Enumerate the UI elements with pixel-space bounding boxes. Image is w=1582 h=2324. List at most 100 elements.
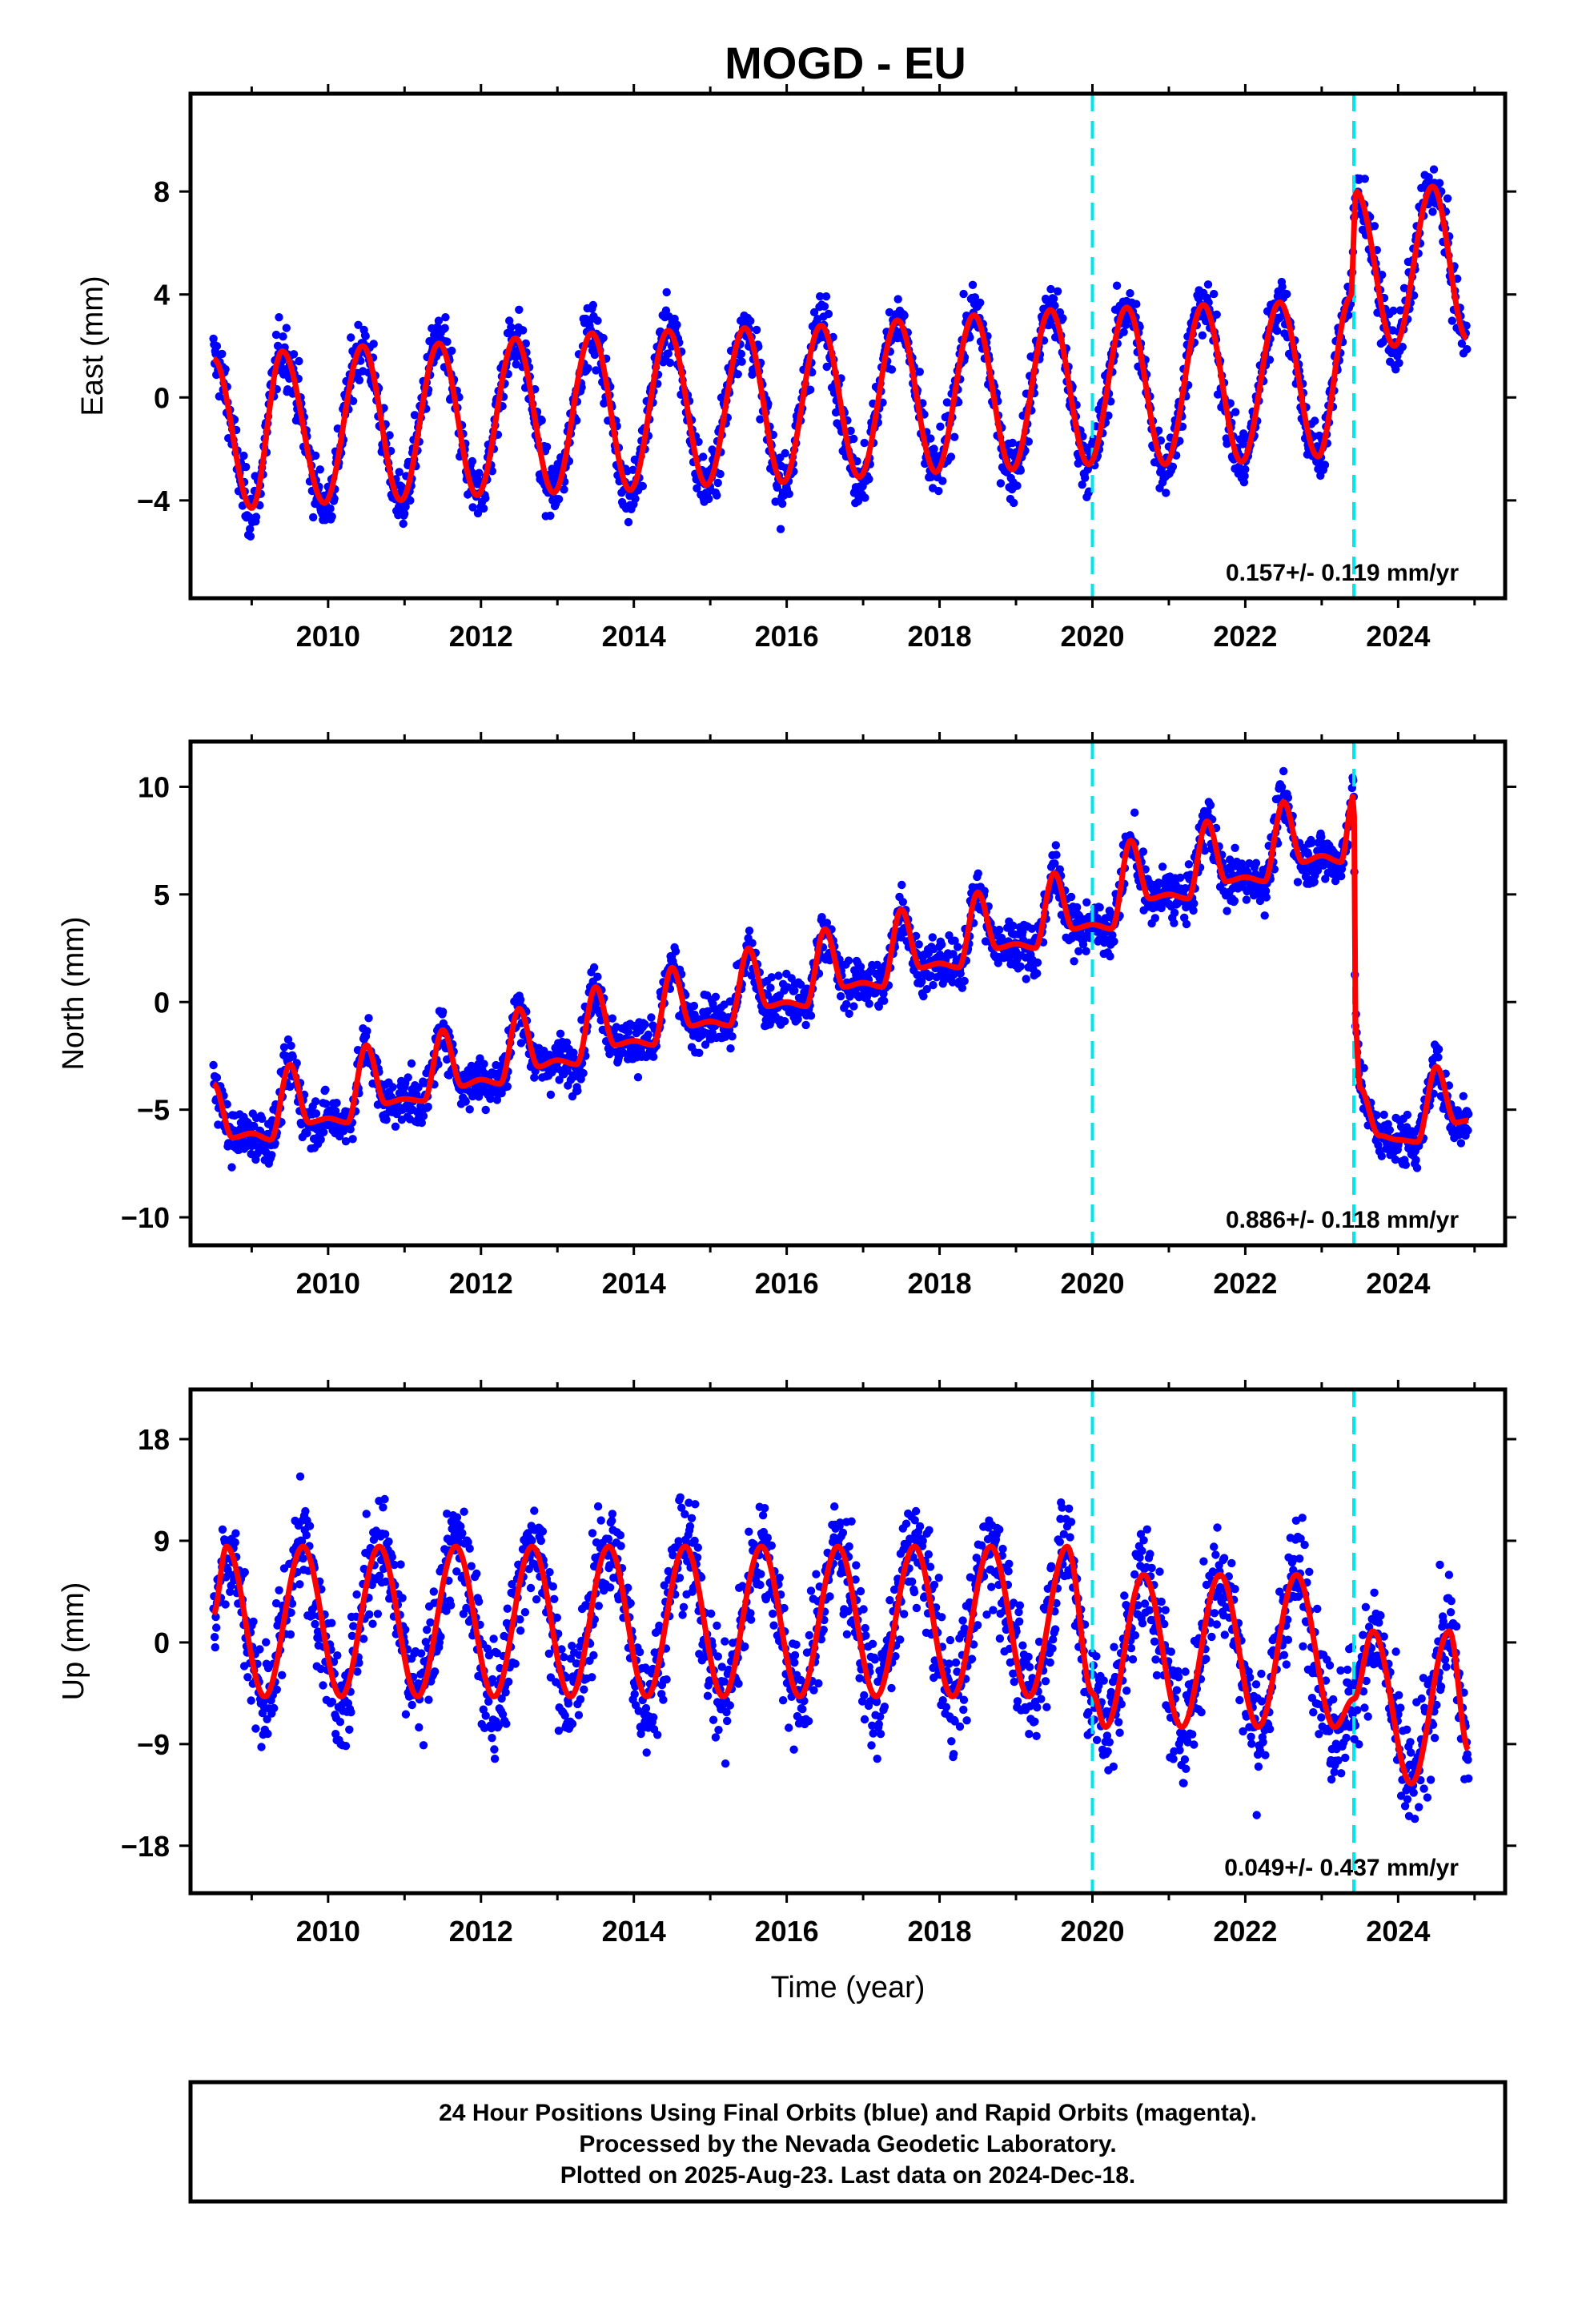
data-point [275,313,283,322]
data-point [824,309,833,319]
data-point [384,1537,393,1546]
data-point [331,1107,340,1116]
data-point [821,292,831,301]
data-point [1307,838,1316,847]
data-point [631,494,640,503]
data-point [959,289,968,299]
data-point [948,978,958,987]
data-point [1157,903,1166,913]
data-point [355,376,364,384]
x-tick-label: 2016 [755,1267,819,1300]
y-tick-label: 5 [154,879,170,911]
data-point [849,434,858,444]
data-point [938,476,947,485]
data-point [930,444,938,453]
data-point [439,1007,448,1016]
data-point [355,1659,363,1667]
data-point [1372,1111,1381,1120]
data-point [211,1642,219,1652]
data-point [369,340,378,348]
data-point [950,970,958,979]
data-point [1126,289,1134,298]
data-point [441,313,450,322]
data-point [373,1610,383,1618]
data-point [289,350,299,359]
data-point [713,478,722,488]
data-point [701,1040,710,1049]
data-point [431,1667,440,1676]
data-point [468,456,477,466]
data-point [239,451,248,460]
north-rate-label: 0.886+/- 0.118 mm/yr [1226,1207,1459,1233]
data-point [330,494,339,503]
data-point [396,1560,405,1569]
data-point [341,1742,351,1751]
data-point [382,1116,391,1124]
data-point [1016,466,1026,475]
data-point [950,936,959,945]
data-point [212,1623,221,1632]
data-point [1320,460,1330,469]
data-point [1262,893,1271,902]
data-point [218,1525,227,1534]
data-point [1378,271,1387,279]
data-point [1198,331,1207,340]
data-point [1459,1092,1468,1101]
data-point [885,308,894,317]
x-tick-label: 2010 [296,620,360,653]
data-point [1162,489,1170,497]
data-point [1226,855,1235,864]
north-panel: 2010 2012 2014 2016 2018 2020 2022 2024−10−5051… [57,732,1516,1300]
data-point [302,1530,311,1540]
data-point [752,325,761,335]
data-point [1049,294,1058,304]
data-point [319,1681,327,1690]
data-point [1173,899,1182,908]
data-point [1066,892,1076,902]
data-point [915,368,925,376]
data-point [880,996,889,1005]
data-point [521,339,530,348]
data-point [1434,1045,1443,1054]
data-point [748,939,757,947]
data-point [917,977,926,986]
data-point [1027,924,1037,933]
data-point [288,1052,297,1061]
data-point [1210,289,1219,299]
data-point [1212,310,1221,319]
data-point [846,426,855,436]
data-point [530,1073,539,1082]
data-point [556,1029,565,1039]
data-point [465,1544,474,1553]
data-point [898,898,908,907]
data-point [1182,919,1191,929]
data-point [414,1083,423,1092]
data-point [434,316,444,325]
data-point [633,1073,643,1082]
data-point [865,999,873,1008]
data-point [419,1741,428,1750]
data-point [1398,343,1407,352]
data-point [251,1724,260,1733]
data-point [1317,832,1326,842]
data-point [1168,462,1178,471]
data-point [815,292,825,301]
data-point [321,1085,330,1095]
data-point [1024,437,1034,446]
data-point [443,1510,452,1518]
data-point [1412,1164,1422,1172]
data-point [221,1600,230,1609]
data-point [1082,898,1091,907]
data-point [900,311,909,320]
data-point [817,913,826,922]
data-point [997,933,1006,943]
data-point [419,1112,428,1120]
data-point [286,1630,295,1639]
data-point [919,991,928,1001]
x-tick-label: 2024 [1366,1267,1430,1300]
data-point [1158,862,1167,871]
data-point [555,1076,564,1084]
data-point [287,1599,297,1608]
data-point [970,293,980,302]
data-point [295,1472,305,1481]
